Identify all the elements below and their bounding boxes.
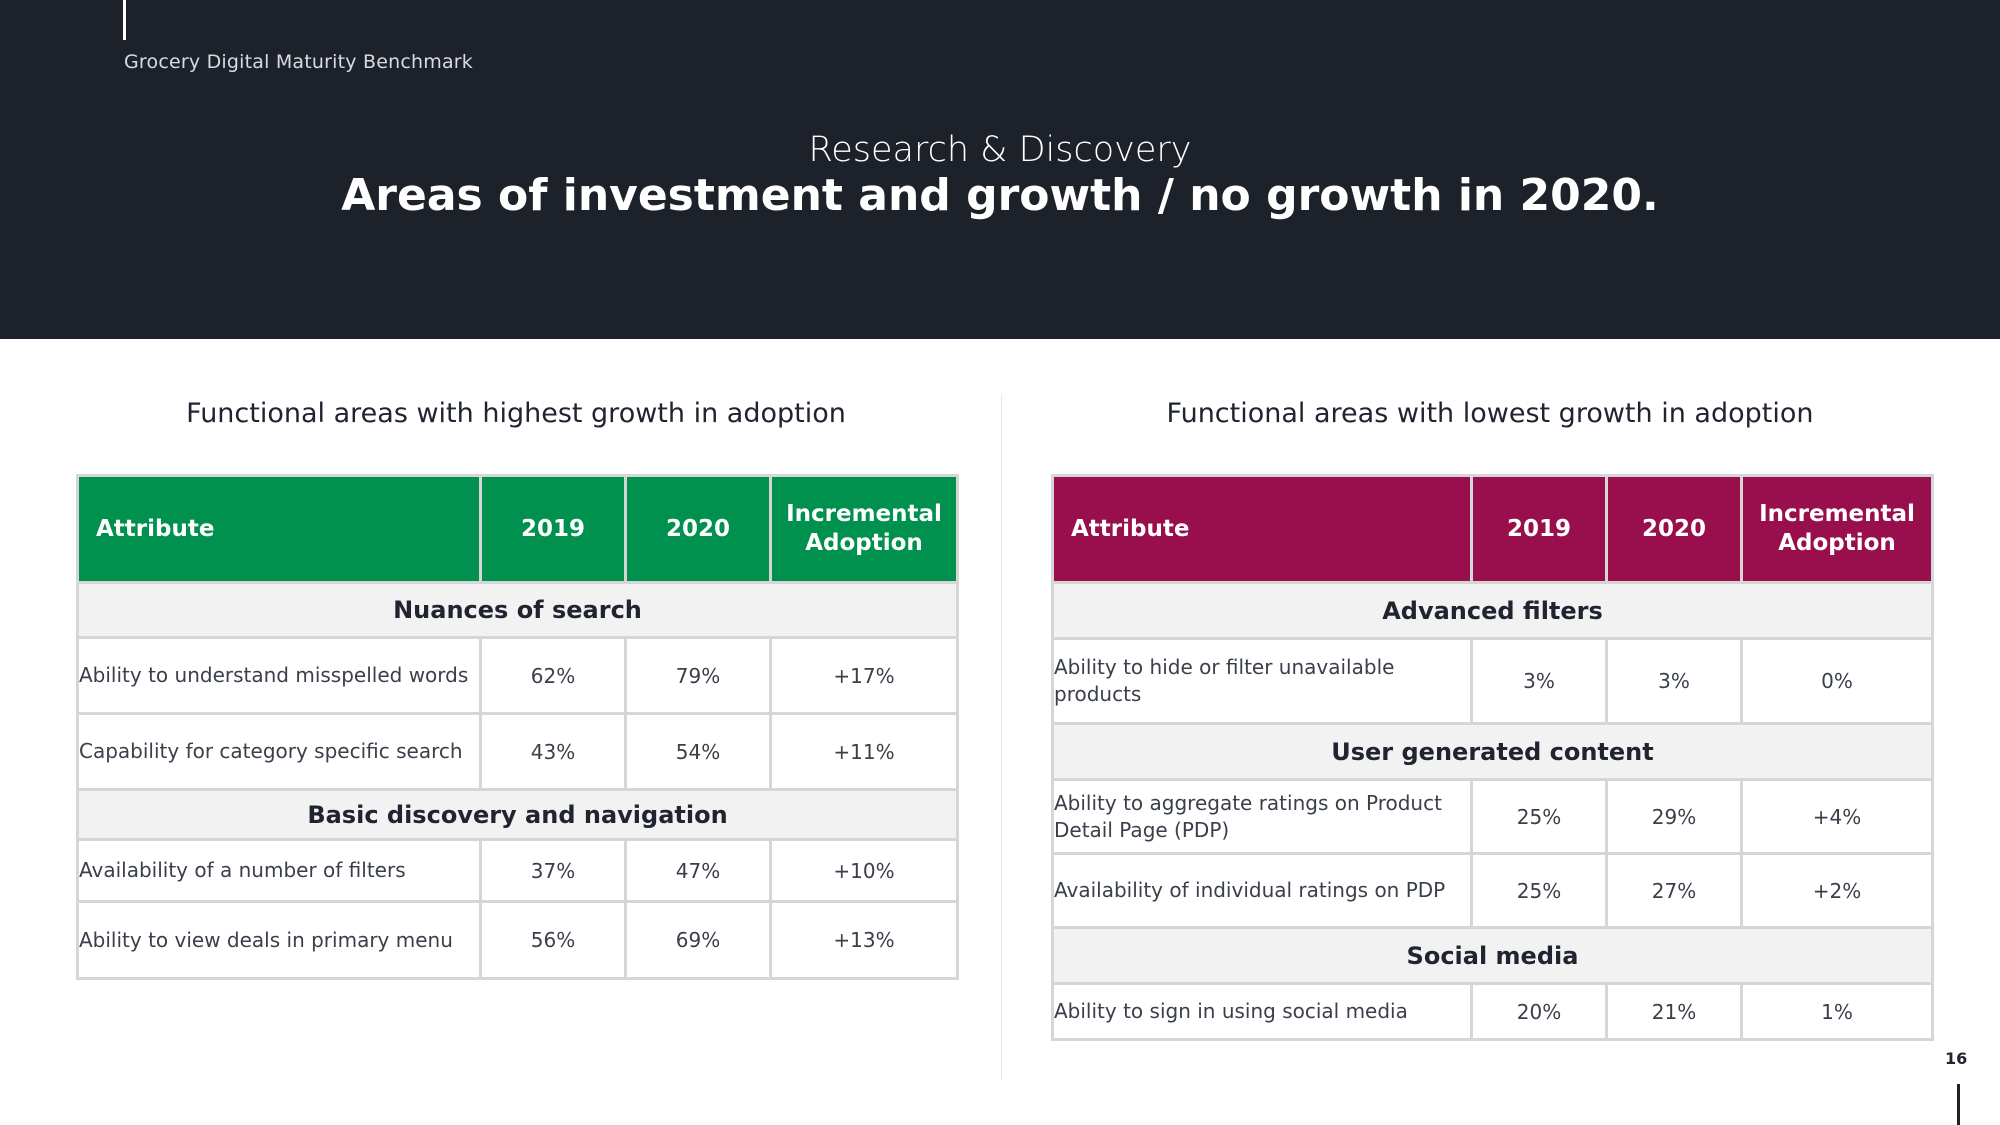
value-2020: 54% [624,712,772,791]
value-incremental: +13% [769,900,959,980]
section-label: Advanced filters [1051,581,1934,640]
table-row: Ability to view deals in primary menu 56… [76,900,959,980]
value-2020: 27% [1605,852,1743,929]
section-subtitle: Research & Discovery [808,130,1192,170]
table-row: Capability for category specific search … [76,712,959,791]
highest-growth-title: Functional areas with highest growth in … [186,398,846,429]
table-header-row: Attribute 2019 2020 Incremental Adoption [1051,474,1934,584]
value-2019: 43% [479,712,627,791]
attribute-cell: Ability to aggregate ratings on Product … [1051,778,1473,855]
brand-label: Grocery Digital Maturity Benchmark [124,51,474,73]
section-row: Nuances of search [76,581,959,639]
attribute-cell: Ability to understand misspelled words [76,636,482,715]
section-row: Advanced filters [1051,581,1934,640]
attribute-cell: Ability to hide or filter unavailable pr… [1051,637,1473,725]
page-number: 16 [1945,1049,1968,1068]
panel-divider [1001,395,1002,1080]
bottom-accent-rule [1957,1084,1960,1125]
lowest-growth-title: Functional areas with lowest growth in a… [1166,398,1814,429]
section-label: Basic discovery and navigation [76,788,959,841]
value-2020: 79% [624,636,772,715]
section-row: Social media [1051,926,1934,985]
value-2020: 21% [1605,982,1743,1041]
value-incremental: +10% [769,838,959,903]
column-header-2020: 2020 [1605,474,1743,584]
section-row: Basic discovery and navigation [76,788,959,841]
section-label: User generated content [1051,722,1934,781]
attribute-cell: Capability for category specific search [76,712,482,791]
lowest-growth-table: Attribute 2019 2020 Incremental Adoption… [1051,474,1934,1041]
value-2019: 20% [1470,982,1608,1041]
value-2019: 62% [479,636,627,715]
header-banner: Grocery Digital Maturity Benchmark Resea… [0,0,2000,339]
table-row: Ability to aggregate ratings on Product … [1051,778,1934,855]
value-2019: 25% [1470,778,1608,855]
column-header-2019: 2019 [479,474,627,584]
value-2019: 56% [479,900,627,980]
table-row: Availability of individual ratings on PD… [1051,852,1934,929]
column-header-incremental: Incremental Adoption [1740,474,1934,584]
table-row: Ability to hide or filter unavailable pr… [1051,637,1934,725]
value-incremental: +2% [1740,852,1934,929]
column-header-2019: 2019 [1470,474,1608,584]
value-2019: 3% [1470,637,1608,725]
table-row: Ability to sign in using social media 20… [1051,982,1934,1041]
column-header-2020: 2020 [624,474,772,584]
attribute-cell: Availability of individual ratings on PD… [1051,852,1473,929]
page-title: Areas of investment and growth / no grow… [341,170,1659,221]
highest-growth-table: Attribute 2019 2020 Incremental Adoption… [76,474,959,980]
attribute-cell: Ability to view deals in primary menu [76,900,482,980]
value-2020: 69% [624,900,772,980]
section-label: Nuances of search [76,581,959,639]
section-label: Social media [1051,926,1934,985]
value-2020: 3% [1605,637,1743,725]
value-2020: 47% [624,838,772,903]
table-header-row: Attribute 2019 2020 Incremental Adoption [76,474,959,584]
value-incremental: +17% [769,636,959,715]
table-row: Availability of a number of filters 37% … [76,838,959,903]
column-header-attribute: Attribute [1051,474,1473,584]
value-2019: 37% [479,838,627,903]
table-row: Ability to understand misspelled words 6… [76,636,959,715]
value-2019: 25% [1470,852,1608,929]
value-incremental: 0% [1740,637,1934,725]
column-header-attribute: Attribute [76,474,482,584]
value-incremental: +4% [1740,778,1934,855]
column-header-incremental: Incremental Adoption [769,474,959,584]
attribute-cell: Ability to sign in using social media [1051,982,1473,1041]
top-accent-rule [123,0,126,40]
section-row: User generated content [1051,722,1934,781]
value-2020: 29% [1605,778,1743,855]
attribute-cell: Availability of a number of filters [76,838,482,903]
value-incremental: +11% [769,712,959,791]
value-incremental: 1% [1740,982,1934,1041]
